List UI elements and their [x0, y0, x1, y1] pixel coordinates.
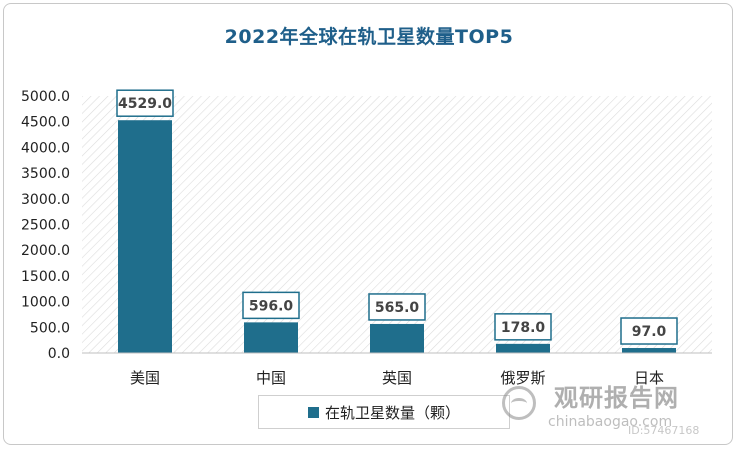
watermark-logo-icon — [502, 386, 536, 420]
y-tick-label: 5000.0 — [21, 89, 70, 105]
watermark-id: ID:57467168 — [628, 424, 700, 437]
data-label: 565.0 — [375, 300, 420, 316]
data-label-box — [368, 293, 426, 321]
bar-0 — [118, 120, 172, 353]
watermark: 观研报告网 chinabaogao.com ID:57467168 — [502, 376, 728, 440]
bar-2 — [370, 323, 424, 353]
y-tick-label: 3500.0 — [21, 166, 70, 182]
data-label: 596.0 — [249, 298, 294, 314]
x-tick-label: 日本 — [634, 369, 664, 387]
data-labels: 4529.0 596.0 565.0 178.0 97.0 — [116, 89, 678, 345]
x-tick-label: 中国 — [256, 369, 286, 387]
y-tick-label: 4500.0 — [21, 115, 70, 131]
data-label: 4529.0 — [118, 96, 172, 112]
watermark-url: chinabaogao.com — [548, 414, 673, 430]
x-tick-label: 英国 — [382, 369, 412, 387]
data-label: 178.0 — [501, 320, 546, 336]
y-axis: 0.0 500.0 1000.0 1500.0 2000.0 2500.0 3000.0 35… — [21, 89, 70, 362]
legend-swatch — [307, 406, 319, 418]
y-tick-label: 3000.0 — [21, 192, 70, 208]
x-tick-label: 俄罗斯 — [500, 369, 545, 387]
data-label-box — [116, 89, 174, 117]
bar-series — [118, 120, 676, 353]
watermark-brand: 观研报告网 — [554, 384, 679, 412]
y-tick-label: 500.0 — [30, 320, 70, 336]
bar-3 — [496, 343, 550, 353]
x-axis: 美国 中国 英国 俄罗斯 日本 — [130, 369, 664, 387]
bar-1 — [244, 322, 298, 353]
y-tick-label: 2000.0 — [21, 243, 70, 259]
data-label: 97.0 — [632, 324, 667, 340]
data-label-box — [242, 291, 300, 320]
data-label-box — [494, 313, 552, 341]
y-tick-label: 1000.0 — [21, 295, 70, 311]
legend-label: 在轨卫星数量（颗） — [324, 403, 460, 422]
y-tick-label: 4000.0 — [21, 140, 70, 156]
data-label-box — [620, 317, 678, 345]
y-tick-label: 0.0 — [48, 346, 70, 362]
y-tick-label: 1500.0 — [21, 269, 70, 285]
legend: 在轨卫星数量（颗） — [258, 395, 510, 429]
y-tick-label: 2500.0 — [21, 218, 70, 234]
x-tick-label: 美国 — [130, 369, 160, 387]
chart-title: 2022年全球在轨卫星数量TOP5 — [224, 26, 514, 48]
bar-4 — [622, 348, 676, 353]
